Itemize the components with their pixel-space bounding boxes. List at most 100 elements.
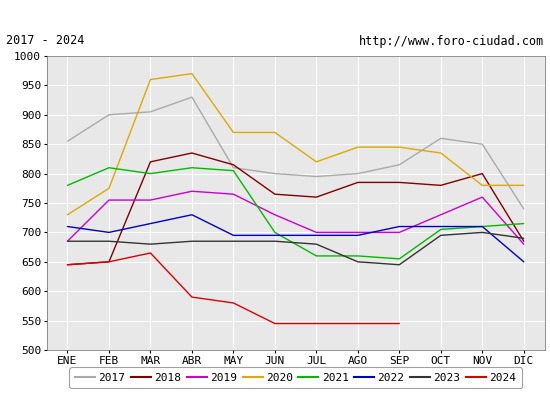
2017 [230, 165, 236, 170]
2023 [396, 262, 403, 267]
2024 [313, 321, 320, 326]
2024 [272, 321, 278, 326]
Line: 2019: 2019 [68, 191, 524, 244]
2020 [437, 151, 444, 156]
2018 [520, 239, 527, 244]
Text: Evolucion del paro registrado en Fernán-Núñez: Evolucion del paro registrado en Fernán-… [86, 8, 464, 22]
2023 [64, 239, 71, 244]
2022 [64, 224, 71, 229]
2021 [313, 254, 320, 258]
Legend: 2017, 2018, 2019, 2020, 2021, 2022, 2023, 2024: 2017, 2018, 2019, 2020, 2021, 2022, 2023… [69, 367, 522, 388]
Line: 2021: 2021 [68, 168, 524, 259]
2020 [355, 145, 361, 150]
2019 [396, 230, 403, 235]
2017 [64, 139, 71, 144]
2023 [230, 239, 236, 244]
2022 [437, 224, 444, 229]
2017 [396, 162, 403, 167]
2017 [189, 95, 195, 100]
2021 [479, 224, 486, 229]
2017 [313, 174, 320, 179]
2020 [64, 212, 71, 217]
2023 [272, 239, 278, 244]
2019 [313, 230, 320, 235]
2021 [272, 230, 278, 235]
2017 [355, 171, 361, 176]
2018 [479, 171, 486, 176]
2020 [520, 183, 527, 188]
2024 [396, 321, 403, 326]
2020 [313, 160, 320, 164]
2017 [520, 206, 527, 211]
2017 [479, 142, 486, 147]
2023 [147, 242, 154, 246]
2024 [230, 300, 236, 305]
Line: 2020: 2020 [68, 74, 524, 215]
2019 [479, 195, 486, 200]
2022 [147, 221, 154, 226]
2022 [479, 224, 486, 229]
2022 [355, 233, 361, 238]
2020 [272, 130, 278, 135]
2023 [313, 242, 320, 246]
2018 [106, 260, 112, 264]
2018 [396, 180, 403, 185]
2024 [106, 260, 112, 264]
2023 [189, 239, 195, 244]
2017 [106, 112, 112, 117]
Line: 2024: 2024 [68, 253, 399, 324]
2021 [230, 168, 236, 173]
2018 [272, 192, 278, 196]
2021 [437, 227, 444, 232]
Line: 2017: 2017 [68, 97, 524, 209]
2018 [147, 160, 154, 164]
2019 [189, 189, 195, 194]
2024 [189, 295, 195, 300]
2023 [520, 236, 527, 241]
2019 [272, 212, 278, 217]
2019 [147, 198, 154, 202]
2017 [437, 136, 444, 141]
2020 [396, 145, 403, 150]
2024 [147, 250, 154, 255]
Line: 2023: 2023 [68, 232, 524, 265]
2017 [147, 110, 154, 114]
2021 [106, 165, 112, 170]
2022 [520, 260, 527, 264]
2023 [479, 230, 486, 235]
2018 [355, 180, 361, 185]
2018 [64, 262, 71, 267]
2023 [106, 239, 112, 244]
2022 [106, 230, 112, 235]
2020 [479, 183, 486, 188]
2019 [355, 230, 361, 235]
Text: http://www.foro-ciudad.com: http://www.foro-ciudad.com [359, 34, 544, 48]
2018 [189, 151, 195, 156]
2023 [355, 260, 361, 264]
2022 [313, 233, 320, 238]
2019 [64, 239, 71, 244]
2017 [272, 171, 278, 176]
2020 [189, 71, 195, 76]
2018 [230, 162, 236, 167]
2020 [230, 130, 236, 135]
2019 [230, 192, 236, 196]
2023 [437, 233, 444, 238]
2021 [189, 165, 195, 170]
2019 [106, 198, 112, 202]
Line: 2022: 2022 [68, 215, 524, 262]
2021 [396, 256, 403, 261]
2019 [437, 212, 444, 217]
2021 [520, 221, 527, 226]
2020 [106, 186, 112, 191]
2019 [520, 242, 527, 246]
2018 [437, 183, 444, 188]
2022 [230, 233, 236, 238]
Line: 2018: 2018 [68, 153, 524, 265]
2021 [355, 254, 361, 258]
2018 [313, 195, 320, 200]
2022 [396, 224, 403, 229]
Text: 2017 - 2024: 2017 - 2024 [6, 34, 84, 48]
2024 [355, 321, 361, 326]
2022 [272, 233, 278, 238]
